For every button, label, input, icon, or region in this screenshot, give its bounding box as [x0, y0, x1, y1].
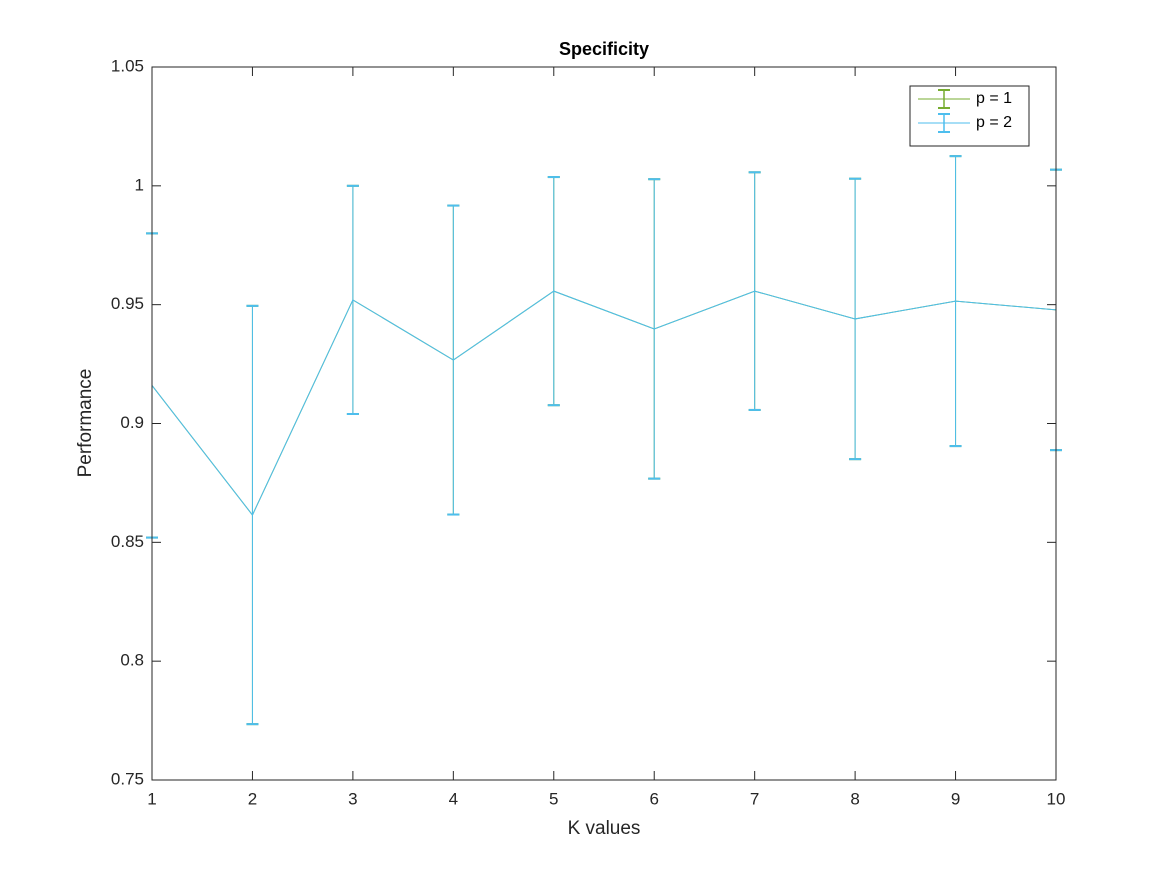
y-tick-label: 0.95 [111, 294, 144, 313]
error-bar [547, 176, 560, 407]
y-tick-label: 0.9 [120, 413, 144, 432]
x-tick-label: 7 [750, 789, 759, 808]
series-line [151, 290, 1057, 516]
error-bar [648, 178, 661, 480]
y-tick-label: 1 [135, 175, 144, 194]
x-tick-label: 8 [850, 789, 859, 808]
y-tick-label: 0.75 [111, 769, 144, 788]
legend-label: p = 1 [976, 90, 1012, 107]
y-tick-label: 0.8 [120, 651, 144, 670]
x-tick-label: 2 [248, 789, 257, 808]
error-bar [748, 171, 761, 411]
error-bar [949, 155, 962, 448]
error-bar [246, 304, 259, 726]
error-bar [447, 204, 460, 516]
x-tick-label: 6 [649, 789, 658, 808]
error-bar [346, 184, 359, 415]
x-tick-label: 9 [951, 789, 960, 808]
x-tick-label: 5 [549, 789, 558, 808]
legend-box [909, 85, 1030, 147]
chart-title: Specificity [559, 39, 649, 59]
legend-label: p = 2 [976, 114, 1012, 131]
x-tick-label: 10 [1047, 789, 1066, 808]
y-tick-label: 0.85 [111, 532, 144, 551]
x-axis-label: K values [568, 818, 641, 839]
y-axis-label: Performance [75, 369, 96, 478]
x-tick-label: 1 [147, 789, 156, 808]
error-bar [849, 177, 862, 461]
x-tick-label: 4 [449, 789, 458, 808]
plot-box [151, 66, 1057, 781]
x-tick-label: 3 [348, 789, 357, 808]
y-tick-label: 1.05 [111, 56, 144, 75]
